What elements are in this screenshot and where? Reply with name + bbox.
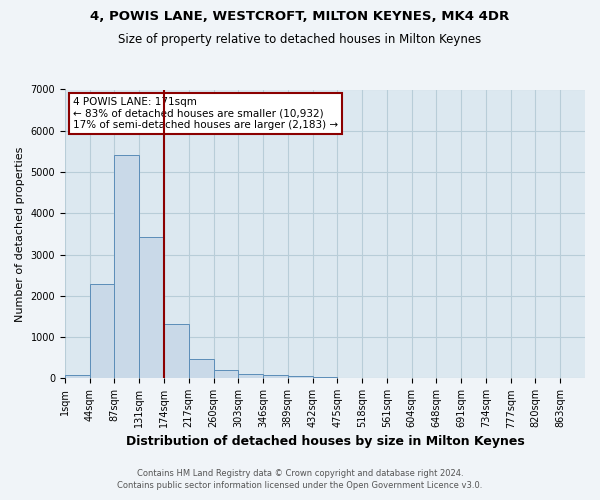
Y-axis label: Number of detached properties: Number of detached properties <box>15 146 25 322</box>
Bar <box>214 370 238 378</box>
Bar <box>288 376 313 378</box>
Bar <box>65 375 89 378</box>
Bar <box>164 324 189 378</box>
Text: 4 POWIS LANE: 171sqm
← 83% of detached houses are smaller (10,932)
17% of semi-d: 4 POWIS LANE: 171sqm ← 83% of detached h… <box>73 96 338 130</box>
Bar <box>263 375 288 378</box>
Bar <box>313 377 337 378</box>
Bar <box>238 374 263 378</box>
X-axis label: Distribution of detached houses by size in Milton Keynes: Distribution of detached houses by size … <box>125 434 524 448</box>
Text: 4, POWIS LANE, WESTCROFT, MILTON KEYNES, MK4 4DR: 4, POWIS LANE, WESTCROFT, MILTON KEYNES,… <box>91 10 509 23</box>
Bar <box>139 237 164 378</box>
Bar <box>89 284 115 378</box>
Text: Size of property relative to detached houses in Milton Keynes: Size of property relative to detached ho… <box>118 32 482 46</box>
Text: Contains public sector information licensed under the Open Government Licence v3: Contains public sector information licen… <box>118 481 482 490</box>
Bar <box>189 360 214 378</box>
Text: Contains HM Land Registry data © Crown copyright and database right 2024.: Contains HM Land Registry data © Crown c… <box>137 468 463 477</box>
Bar <box>115 154 139 378</box>
